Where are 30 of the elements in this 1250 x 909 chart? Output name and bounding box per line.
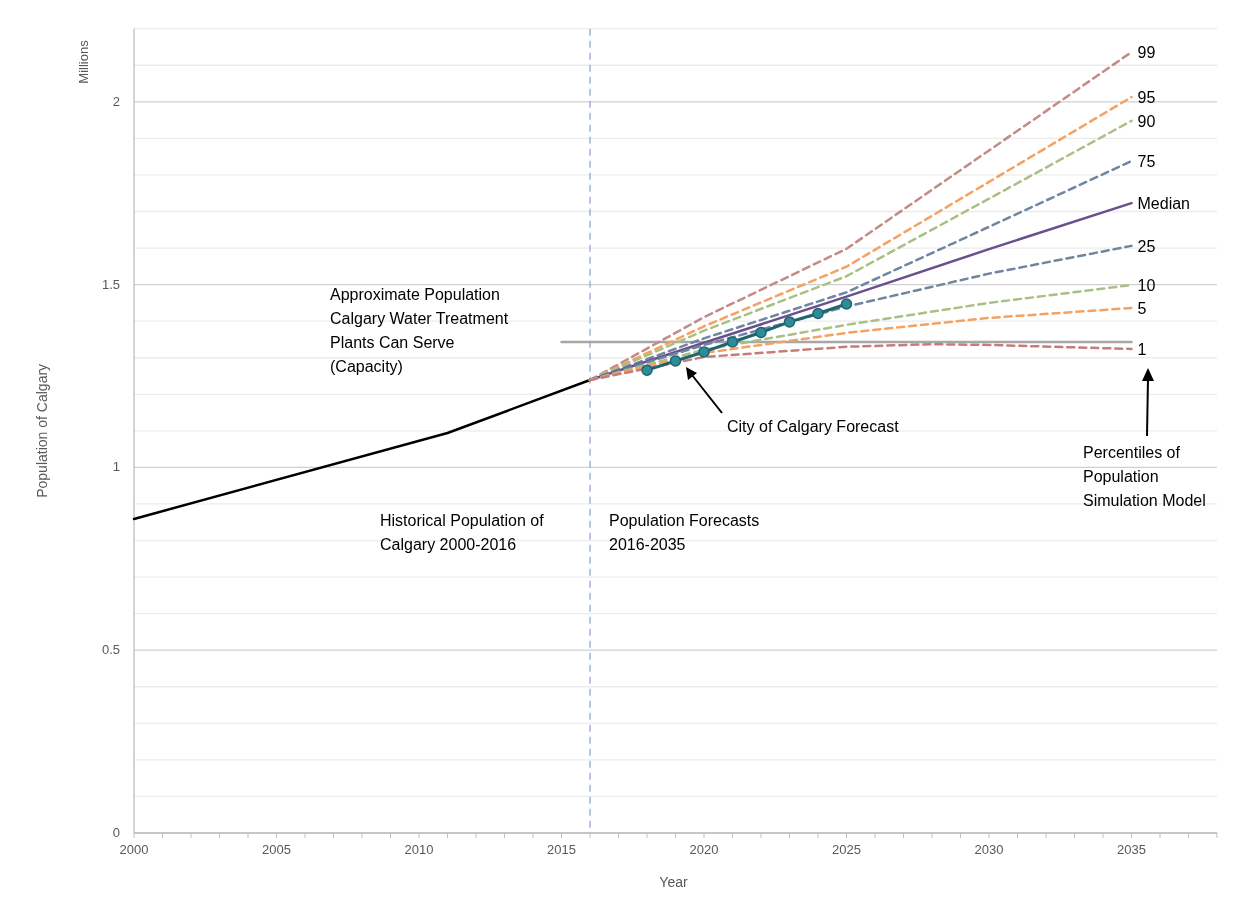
y-tick-label: 0 [112,825,120,840]
x-tick-label: 2035 [1117,842,1146,857]
series-label: 75 [1137,153,1156,171]
annotation: Population Forecasts 2016-2035 [609,512,760,553]
series-label: 5 [1137,300,1147,318]
series-label: 95 [1137,89,1156,107]
series-label: 10 [1137,276,1156,294]
text: Millions [76,39,91,84]
x-tick-label: 2015 [547,842,576,857]
annotation: Historical Population of Calgary 2000-2016 [380,512,545,553]
x-tick-label: 2010 [404,842,434,857]
x-tick-label: 2030 [974,842,1004,857]
series-label: 99 [1137,44,1156,62]
x-tick-label: 2005 [262,842,291,857]
series-label: 25 [1137,237,1156,255]
x-tick-label: 2025 [832,842,861,857]
y-tick-label: 1.5 [101,276,120,292]
annotation: Percentiles of Population Simulation Model [1083,444,1206,509]
series-label: 90 [1137,112,1156,130]
series-label: Median [1137,195,1190,213]
y-tick-label: 1 [112,459,120,475]
annotation: City of Calgary Forecast [727,418,900,435]
series-label: 1 [1137,340,1147,358]
y-tick-label: 2 [112,93,120,109]
x-tick-label: 2020 [689,842,719,857]
annotation: Approximate Population Calgary Water Treatment Plants Can Serve (Capacity) [330,286,509,375]
y-axis-title: Population of Calgary [34,363,50,498]
x-axis-title: Year [659,874,688,890]
x-tick-label: 2000 [119,842,149,857]
y-tick-label: 0.5 [101,642,120,658]
